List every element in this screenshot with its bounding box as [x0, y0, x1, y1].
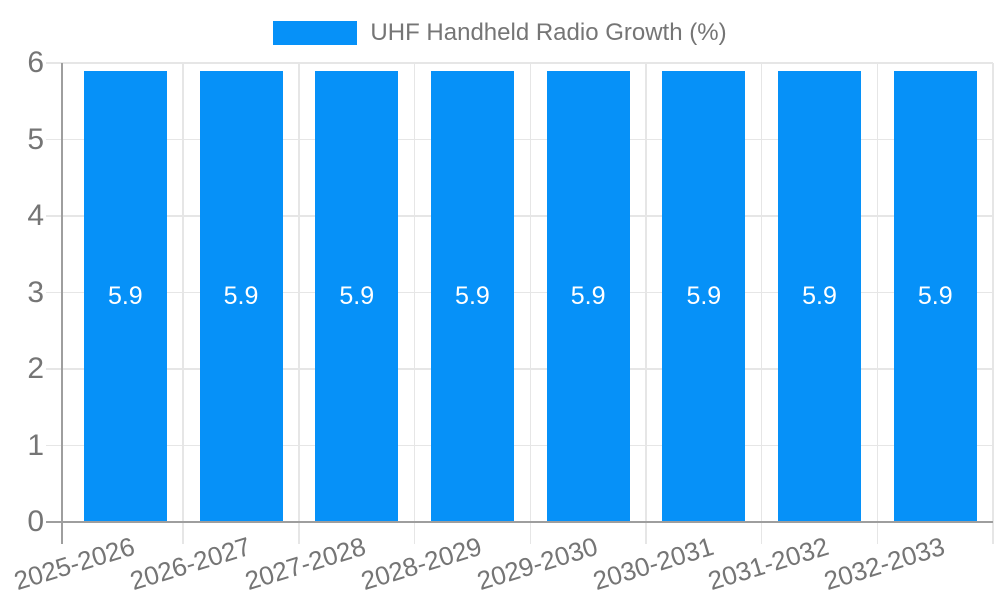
bar[interactable] [430, 70, 514, 522]
y-tick-label: 5 [27, 122, 44, 156]
bar-value-label: 5.9 [570, 282, 606, 311]
bar-value-label: 5.9 [339, 282, 375, 311]
x-tick-label: 2027-2028 [241, 531, 370, 597]
x-tick-label: 2029-2030 [473, 531, 601, 597]
bar[interactable] [315, 70, 399, 522]
gridline-vertical [298, 63, 300, 544]
y-tick-label: 0 [27, 505, 44, 538]
gridline-vertical [529, 63, 532, 544]
legend-item[interactable]: UHF Handheld Radio Growth (%) [0, 19, 1000, 47]
bar-value-label: 5.9 [223, 282, 259, 311]
gridline-horizontal [46, 444, 994, 447]
y-axis-line [61, 63, 63, 544]
y-tick-label: 4 [27, 199, 44, 232]
gridline-vertical [182, 63, 184, 544]
legend-swatch [273, 21, 358, 45]
gridline-vertical [760, 63, 763, 544]
bar-value-label: 5.9 [917, 282, 953, 311]
x-tick-label: 2025-2026 [10, 531, 139, 597]
bar-value-label: 5.9 [686, 282, 722, 311]
bar[interactable] [662, 70, 746, 522]
bar[interactable] [199, 70, 283, 522]
x-tick-label: 2028-2029 [357, 531, 486, 597]
x-tick-label: 2026-2027 [126, 531, 254, 597]
y-tick-label: 6 [27, 46, 44, 79]
gridline-horizontal [46, 62, 994, 64]
gridline-horizontal [46, 215, 994, 217]
x-axis-line [46, 521, 994, 523]
gridline-horizontal [46, 138, 994, 141]
gridline-vertical [992, 63, 994, 544]
bar[interactable] [546, 70, 630, 522]
gridline-vertical [413, 63, 416, 544]
gridline-vertical [876, 63, 879, 544]
gridline-horizontal [46, 368, 994, 370]
bar-value-label: 5.9 [802, 282, 837, 311]
x-tick-label: 2030-2031 [588, 531, 717, 597]
y-tick-label: 1 [27, 428, 44, 462]
gridline-horizontal [46, 291, 994, 294]
bar-value-label: 5.9 [107, 282, 143, 311]
bar[interactable] [778, 70, 862, 522]
gridline-vertical [645, 63, 647, 544]
y-tick-label: 2 [27, 352, 44, 385]
bar[interactable] [83, 70, 167, 522]
legend-label: UHF Handheld Radio Growth (%) [370, 19, 727, 46]
bar[interactable] [893, 70, 977, 522]
y-tick-label: 3 [27, 275, 44, 309]
x-tick-label: 2031-2032 [704, 531, 833, 597]
bar-value-label: 5.9 [455, 282, 490, 311]
x-tick-label: 2032-2033 [820, 531, 949, 597]
